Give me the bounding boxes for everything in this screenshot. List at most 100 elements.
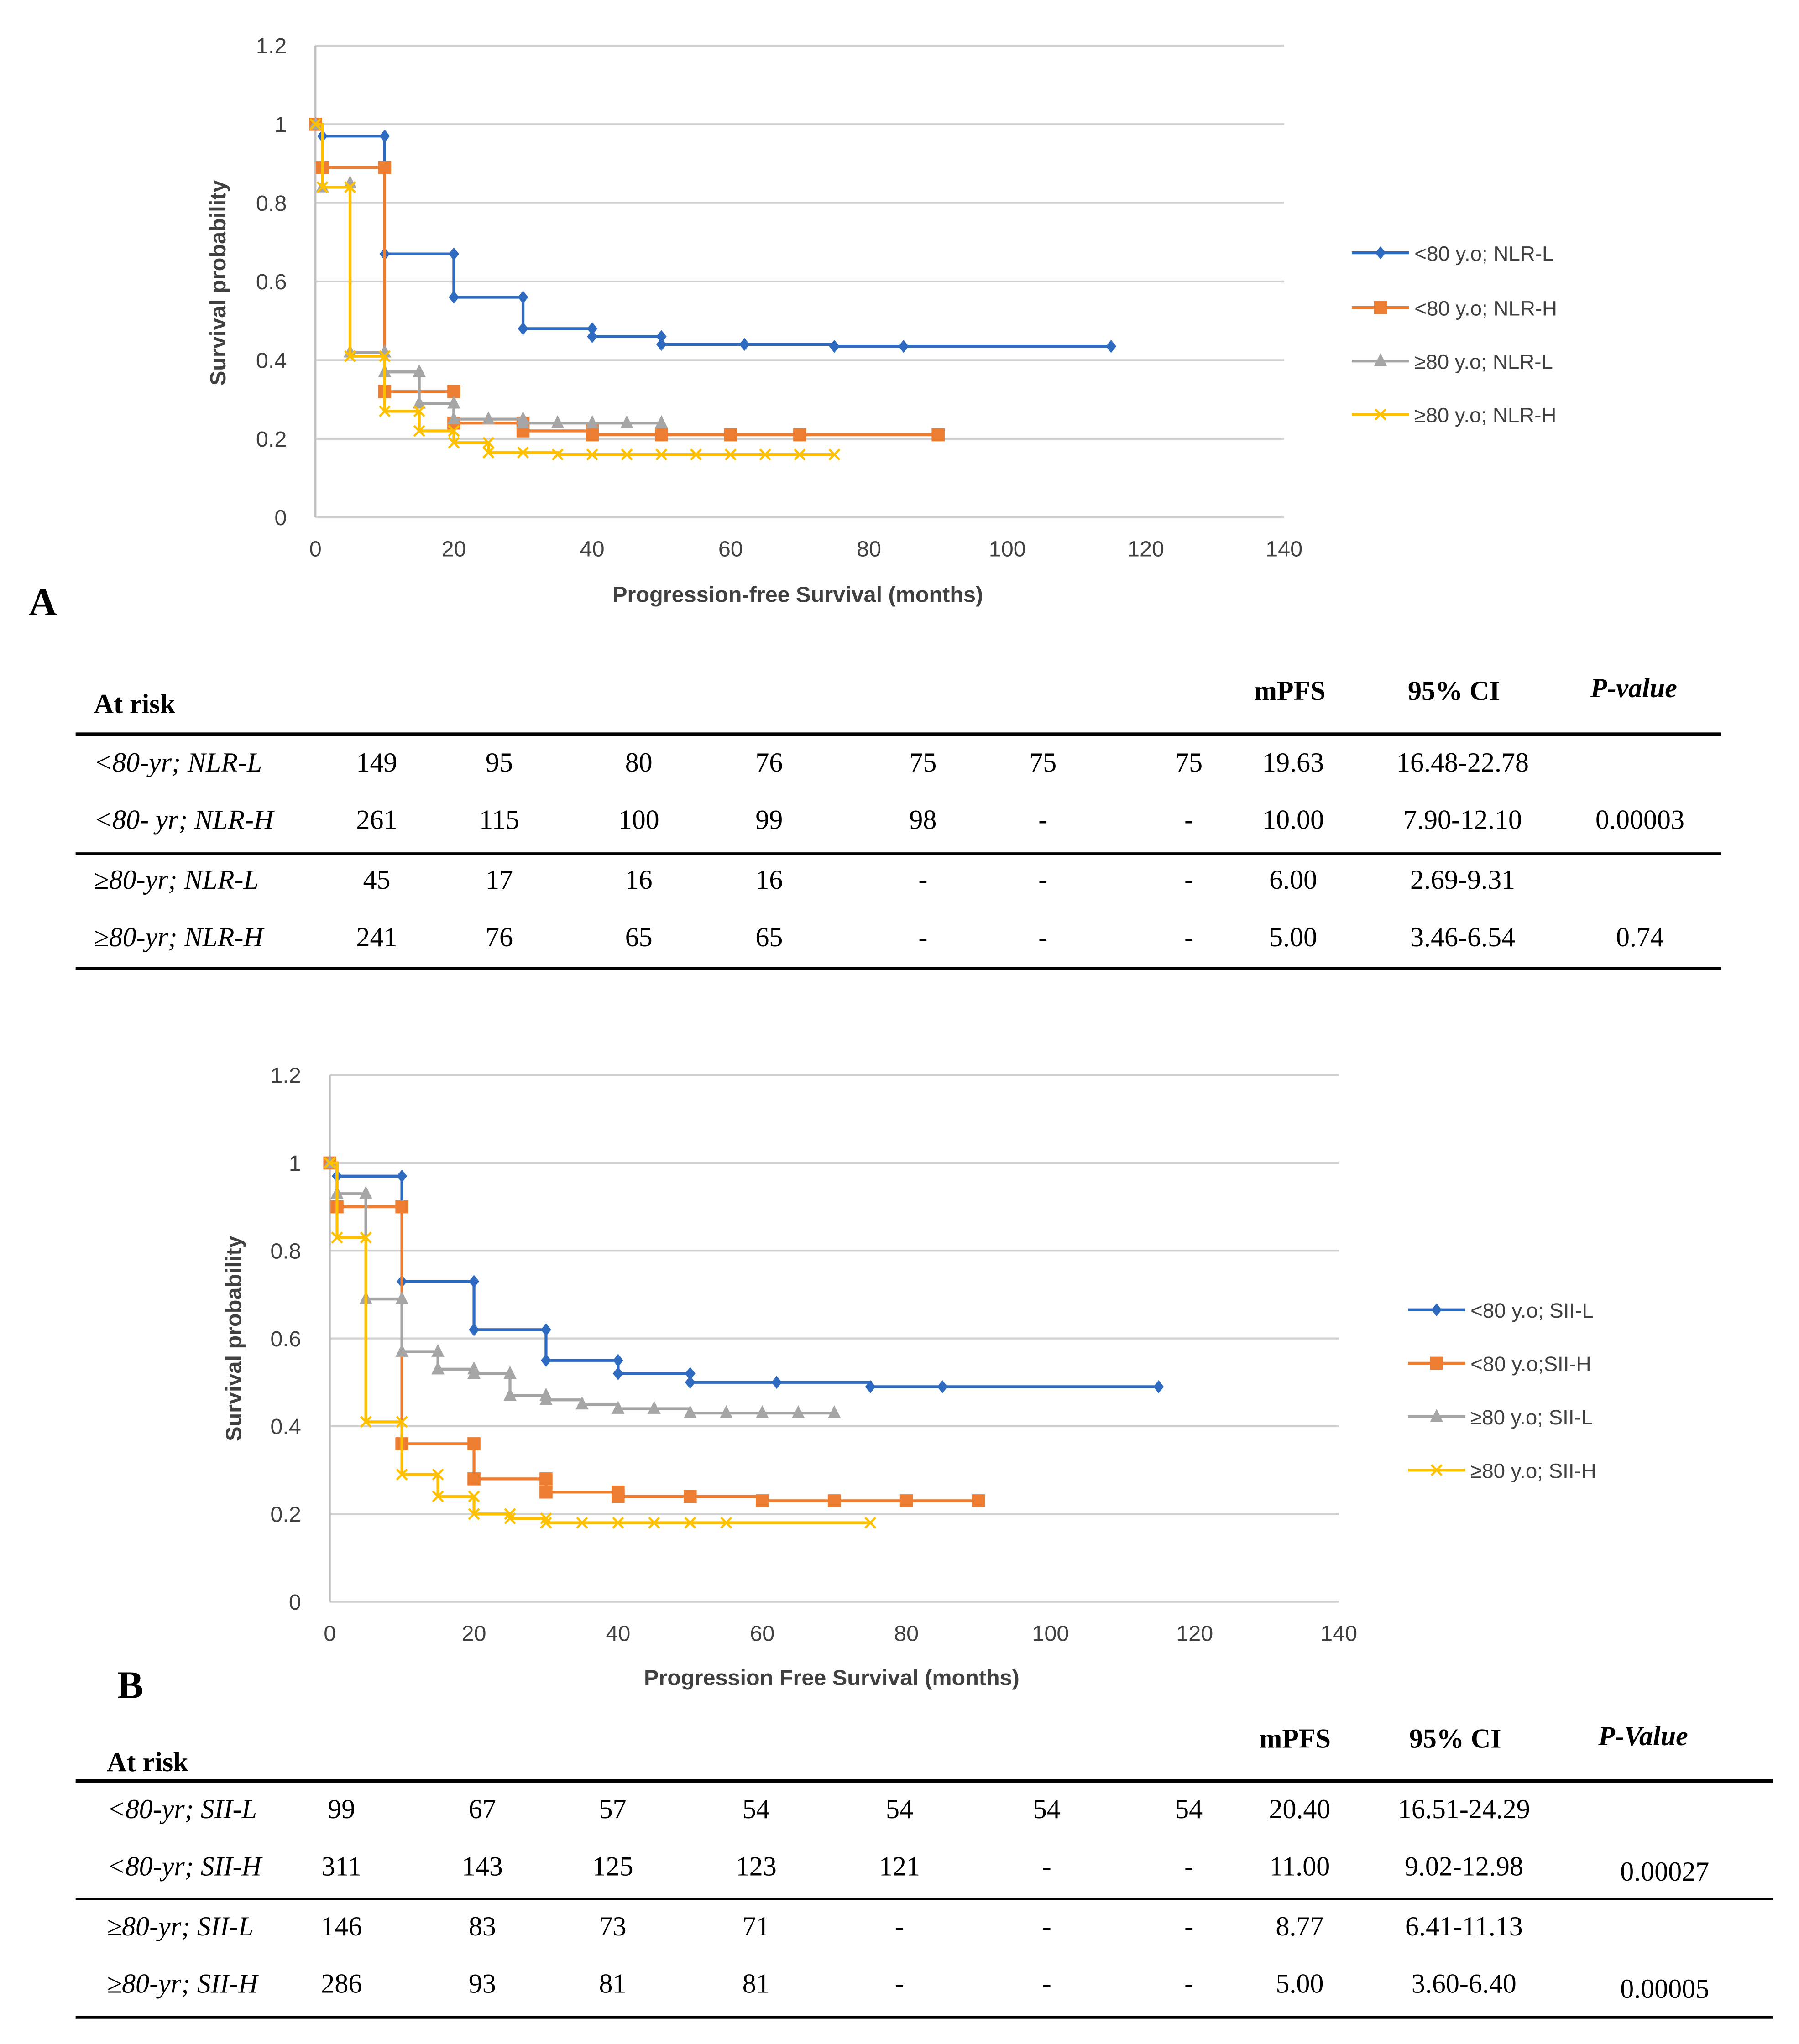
row-label: <80-yr; SII-L	[107, 1793, 257, 1825]
series-3	[323, 1155, 841, 1418]
legend-entry: <80 y.o; SII-L	[1408, 1299, 1594, 1322]
table-cell: 19.63	[1262, 746, 1324, 778]
legend-entry: <80 y.o;SII-H	[1408, 1352, 1591, 1376]
data-point	[655, 448, 668, 461]
table-cell: 81	[742, 1968, 770, 1999]
table-cell: -	[1184, 1851, 1194, 1882]
table-cell: 16	[755, 864, 783, 896]
x-tick-label: 140	[1320, 1621, 1357, 1646]
legend-entry: ≥80 y.o; NLR-H	[1352, 404, 1556, 427]
table-cell: 3.60-6.40	[1411, 1968, 1517, 1999]
table-cell: 80	[625, 746, 653, 778]
x-tick-label: 100	[989, 537, 1026, 562]
data-point	[684, 1405, 697, 1418]
data-point	[344, 181, 356, 193]
data-point	[504, 1508, 516, 1520]
table-cell: 45	[363, 864, 391, 896]
data-point	[827, 1494, 841, 1507]
data-point	[469, 1323, 479, 1336]
data-point	[690, 448, 702, 461]
data-point	[378, 350, 391, 362]
row-label: <80-yr; NLR-L	[94, 746, 262, 778]
table-cell: 93	[468, 1968, 496, 1999]
y-tick-label: 0	[274, 506, 287, 530]
data-point	[576, 1517, 588, 1529]
table-cell: 2.69-9.31	[1410, 864, 1515, 896]
series-4	[324, 1157, 877, 1529]
data-point	[540, 1512, 552, 1524]
header-at-risk: At risk	[94, 688, 175, 720]
data-point	[612, 1490, 625, 1503]
table-cell: 54	[1175, 1793, 1203, 1825]
table-cell: 143	[461, 1851, 503, 1882]
data-point	[469, 1275, 479, 1288]
y-axis-title: Survival probability	[221, 1236, 246, 1441]
data-point	[481, 411, 495, 425]
y-tick-label: 0.2	[270, 1502, 301, 1527]
legend-marker-icon	[1431, 1303, 1442, 1317]
series-1	[324, 1156, 1164, 1393]
data-point	[413, 364, 426, 377]
data-point	[517, 446, 529, 459]
series-line	[315, 123, 835, 456]
data-point	[755, 1494, 769, 1507]
y-tick-label: 1	[274, 112, 287, 137]
table-rule-thick	[75, 732, 1721, 736]
table-cell: 67	[468, 1793, 496, 1825]
data-point	[586, 448, 598, 461]
table-cell: -	[894, 1968, 904, 1999]
data-point	[413, 425, 425, 437]
data-point	[448, 437, 460, 449]
x-tick-label: 80	[894, 1621, 919, 1646]
legend-marker-icon	[1430, 1356, 1443, 1370]
data-point	[378, 405, 391, 417]
table-cell: 121	[879, 1851, 920, 1882]
table-cell: 241	[356, 921, 397, 953]
table-cell: -	[918, 864, 928, 896]
table-cell: 65	[625, 921, 653, 953]
table-cell: -	[1184, 1910, 1194, 1942]
table-cell: -	[1184, 921, 1194, 953]
data-point	[482, 437, 495, 449]
series-line	[329, 1161, 979, 1502]
data-point	[685, 1376, 696, 1389]
data-point	[724, 448, 737, 461]
row-label: <80-yr; SII-H	[107, 1851, 261, 1882]
data-point	[551, 415, 565, 428]
data-point	[432, 1490, 444, 1502]
series-2	[323, 1156, 985, 1507]
legend-marker-icon	[1430, 1408, 1443, 1422]
table-cell: -	[1038, 864, 1048, 896]
table-cell: 20.40	[1269, 1793, 1331, 1825]
table-cell: 65	[755, 921, 783, 953]
data-point	[379, 129, 390, 143]
data-point	[360, 1231, 372, 1244]
x-tick-label: 120	[1127, 537, 1164, 562]
data-point	[864, 1517, 877, 1529]
row-label: ≥80-yr; SII-H	[107, 1968, 258, 1999]
x-tick-label: 40	[580, 537, 605, 562]
table-rule	[75, 1898, 1773, 1900]
data-point	[771, 1376, 782, 1389]
x-tick-label: 100	[1032, 1621, 1069, 1646]
table-rule	[75, 967, 1721, 969]
data-point	[828, 448, 841, 461]
data-point	[324, 1157, 336, 1169]
data-point	[541, 1323, 551, 1336]
data-point	[344, 350, 356, 362]
y-tick-label: 1	[289, 1151, 301, 1176]
table-cell: 6.41-11.13	[1405, 1910, 1523, 1942]
x-tick-label: 140	[1266, 537, 1302, 562]
table-cell: 286	[321, 1968, 362, 1999]
data-point	[931, 428, 945, 442]
data-point	[720, 1517, 732, 1529]
table-cell: 83	[468, 1910, 496, 1942]
legend-label: <80 y.o; NLR-H	[1414, 297, 1557, 320]
data-point	[621, 448, 633, 461]
data-point	[396, 1416, 408, 1428]
table-cell: 149	[356, 746, 397, 778]
table-cell: 54	[885, 1793, 913, 1825]
data-point	[972, 1494, 985, 1507]
chart-a: 0 0.2 0.4 0.6 0.8 1 1.2 0 20 40 60 80 100 120 140 Progr…	[206, 34, 1557, 607]
y-tick-label: 0.4	[256, 348, 287, 373]
